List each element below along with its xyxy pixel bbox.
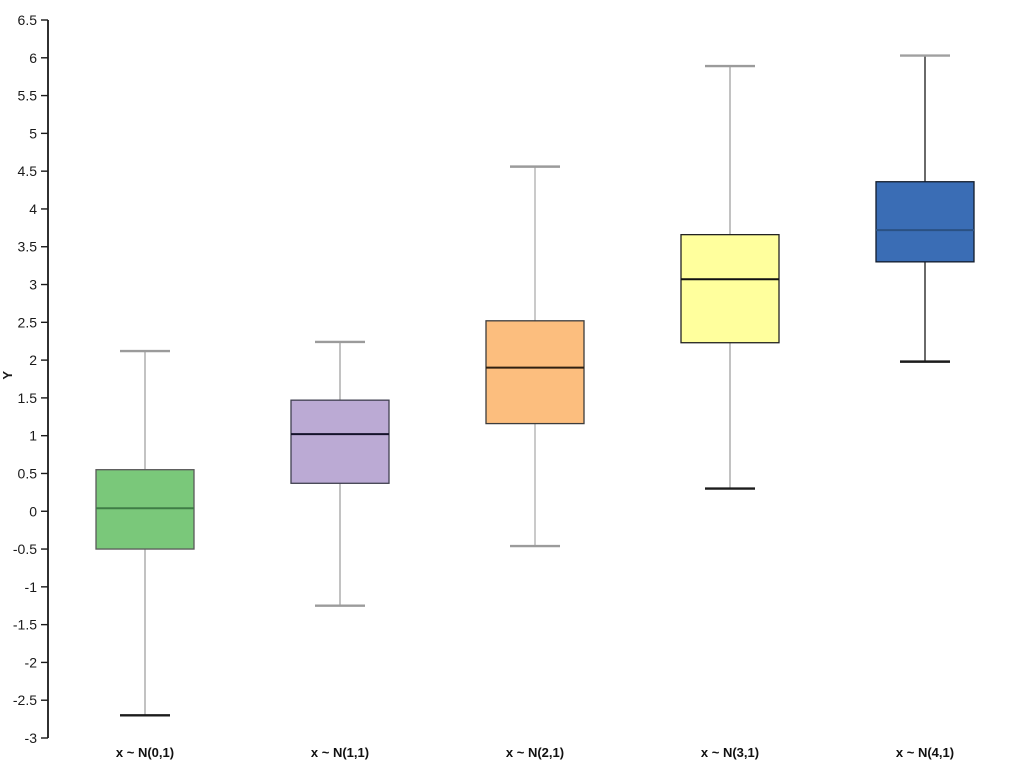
y-axis-tick-label: 5 [29,125,37,141]
iqr-box [680,233,780,344]
y-axis-tick-label: 6.5 [18,12,38,28]
y-axis-tick-label: 5.5 [18,88,38,104]
y-axis-tick-label: -1.5 [13,617,37,633]
y-axis-tick-label: 0.5 [18,465,38,481]
y-axis-tick-label: 4 [29,201,37,217]
x-category-label: x ~ N(0,1) [116,745,174,760]
y-axis-tick-label: 2.5 [18,314,38,330]
iqr-box [290,399,390,484]
y-axis-tick-label: -1 [25,579,38,595]
y-axis-tick-label: 0 [29,503,37,519]
iqr-box [485,320,585,425]
y-axis-tick-label: -3 [25,730,38,746]
y-axis-tick-label: 3.5 [18,239,38,255]
y-axis-tick-label: 2 [29,352,37,368]
iqr-box [875,181,975,263]
y-axis-tick-label: 4.5 [18,163,38,179]
y-axis-tick-label: -2 [25,654,38,670]
y-axis-tick-label: -2.5 [13,692,37,708]
x-category-label: x ~ N(3,1) [701,745,759,760]
y-axis-tick-label: 6 [29,50,37,66]
x-category-label: x ~ N(1,1) [311,745,369,760]
y-axis-title: Y [0,370,15,380]
y-axis-tick-label: 1 [29,428,37,444]
y-axis-tick-label: -0.5 [13,541,37,557]
x-category-label: x ~ N(2,1) [506,745,564,760]
y-axis-tick-label: 3 [29,277,37,293]
y-axis-tick-label: 1.5 [18,390,38,406]
x-category-label: x ~ N(4,1) [896,745,954,760]
iqr-box [95,469,195,550]
